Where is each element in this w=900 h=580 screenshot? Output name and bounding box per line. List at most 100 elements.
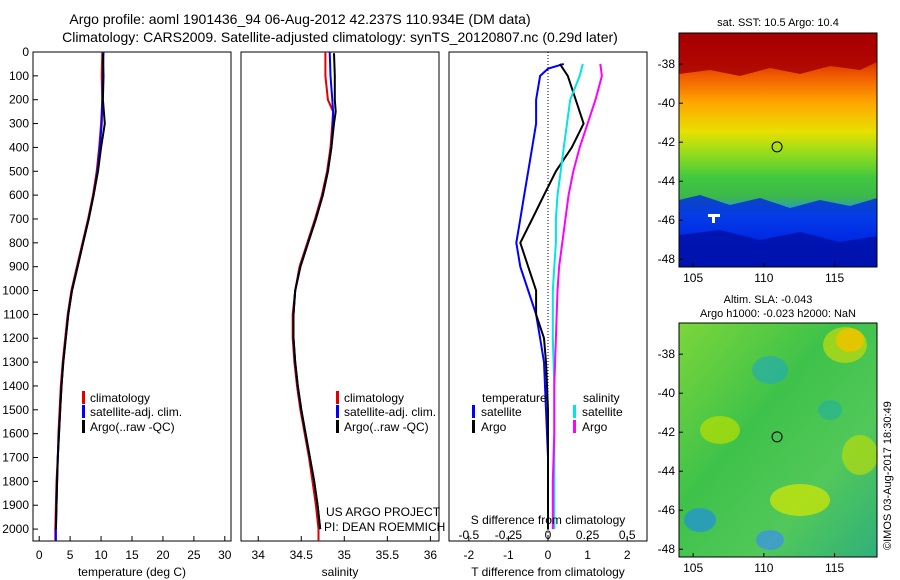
sla-map-panel: Altim. SLA: -0.043 Argo h1000: -0.023 h2… xyxy=(658,294,878,575)
temperature-plot-frame xyxy=(32,51,232,542)
x-tick-label: 34.5 xyxy=(290,548,314,562)
x-tick-label: 36 xyxy=(424,548,438,562)
sla-low-blob xyxy=(752,356,788,384)
series-line-argo-raw-qc- xyxy=(54,53,106,530)
legend-swatch-argo xyxy=(82,420,85,433)
x-tick-label: 0 xyxy=(545,548,552,562)
salinity-profile-panel: 34 34.5 35 35.5 36 salinity climatology sate… xyxy=(240,51,445,579)
x-tick-label: 34 xyxy=(252,548,266,562)
sla-low-blob xyxy=(684,508,716,532)
salinity-plot-frame xyxy=(240,51,440,542)
sla-high-blob xyxy=(823,327,867,363)
legend-swatch-climatology xyxy=(82,391,85,404)
temperature-profile-panel: 0 5 10 15 20 25 30 0 100 200 300 400 500 600 700 800 90… xyxy=(2,45,454,579)
depth-tick-label: 0 xyxy=(22,45,29,59)
x-tick-label: 5 xyxy=(67,548,74,562)
figure-title-line1: Argo profile: aoml 1901436_94 06-Aug-201… xyxy=(69,11,530,27)
legend-satellite: satellite-adj. clim. xyxy=(344,405,436,419)
map-y-tick-label: -38 xyxy=(658,347,676,361)
difference-legend: temperature satellite Argo salinity sate… xyxy=(472,391,623,434)
series-line-argo-raw-qc- xyxy=(292,53,337,530)
s-diff-tick-label: -0.25 xyxy=(495,528,523,542)
map-y-tick-label: -46 xyxy=(658,213,676,227)
sla-low-blob xyxy=(818,400,842,420)
depth-tick-label: 1100 xyxy=(3,307,29,321)
figure-title-line2: Climatology: CARS2009. Satellite-adjuste… xyxy=(62,29,618,45)
depth-tick-label: 1700 xyxy=(2,451,29,465)
salinity-xlabel: salinity xyxy=(322,565,359,579)
imos-credit: ©IMOS 03-Aug-2017 18:30:49 xyxy=(882,401,894,550)
t-difference-xlabel: T difference from climatology xyxy=(471,565,625,579)
depth-tick-label: 600 xyxy=(9,188,29,202)
map-y-tick-label: -42 xyxy=(658,425,676,439)
depth-tick-label: 2000 xyxy=(2,522,29,536)
series-line-s-argo xyxy=(551,63,603,530)
legend-temperature-title: temperature xyxy=(482,391,547,405)
legend-argo: Argo(..raw -QC) xyxy=(344,420,429,434)
legend-satellite: satellite-adj. clim. xyxy=(90,405,182,419)
depth-tick-label: 800 xyxy=(9,236,29,250)
depth-tick-label: 900 xyxy=(9,260,29,274)
x-tick-label: 35.5 xyxy=(376,548,400,562)
legend-swatch-s-satellite xyxy=(573,405,576,418)
depth-tick-label: 700 xyxy=(9,212,29,226)
map-y-tick-label: -48 xyxy=(658,542,676,556)
map-y-tick-label: -48 xyxy=(658,252,676,266)
map-y-tick-label: -46 xyxy=(658,503,676,517)
series-line-t-argo xyxy=(519,63,585,530)
temperature-legend: climatology satellite-adj. clim. Argo(..… xyxy=(82,391,182,434)
map-x-tick-label: 110 xyxy=(754,271,773,285)
depth-tick-label: 200 xyxy=(9,93,29,107)
legend-salinity-title: salinity xyxy=(583,391,620,405)
depth-tick-label: 1800 xyxy=(2,474,29,488)
sst-land-mark xyxy=(712,214,715,223)
sst-map-panel: sat. SST: 10.5 Argo: 10.4 105 110 115 -38 -4… xyxy=(658,17,878,285)
sla-high-blob xyxy=(700,416,740,444)
map-y-tick-label: -44 xyxy=(658,464,676,478)
sst-deep-cold-band xyxy=(679,230,877,267)
legend-climatology: climatology xyxy=(344,391,404,405)
sla-low-blob xyxy=(756,530,784,550)
x-tick-label: 35 xyxy=(338,548,352,562)
sst-map-frame xyxy=(678,32,878,268)
sla-high-blob xyxy=(842,435,878,475)
x-tick-label: 30 xyxy=(218,548,232,562)
legend-swatch-argo xyxy=(336,420,339,433)
map-y-tick-label: -40 xyxy=(658,386,676,400)
map-x-tick-label: 105 xyxy=(683,561,703,575)
legend-argo: Argo(..raw -QC) xyxy=(90,420,175,434)
x-tick-label: 10 xyxy=(94,548,108,562)
depth-tick-label: 1200 xyxy=(2,331,29,345)
map-x-tick-label: 110 xyxy=(754,561,773,575)
depth-tick-label: 1500 xyxy=(2,403,29,417)
salinity-legend: climatology satellite-adj. clim. Argo(..… xyxy=(336,391,436,434)
depth-tick-label: 500 xyxy=(9,164,29,178)
series-line-t-satellite xyxy=(515,62,565,530)
map-y-tick-label: -44 xyxy=(658,174,676,188)
x-tick-label: -2 xyxy=(463,548,474,562)
map-x-tick-label: 115 xyxy=(825,271,844,285)
map-y-tick-label: -38 xyxy=(658,57,676,71)
legend-s-satellite: satellite xyxy=(582,405,623,419)
depth-tick-label: 400 xyxy=(9,140,29,154)
sla-map-title-line2: Argo h1000: -0.023 h2000: NaN xyxy=(700,308,856,320)
map-x-tick-label: 115 xyxy=(825,561,844,575)
depth-tick-label: 1600 xyxy=(2,427,29,441)
s-diff-tick-label: 0 xyxy=(545,528,552,542)
s-difference-label: S difference from climatology xyxy=(471,513,626,527)
s-diff-tick-label: 0.25 xyxy=(576,528,600,542)
legend-swatch-t-argo xyxy=(472,420,475,433)
s-diff-tick-label: 0.5 xyxy=(619,528,636,542)
x-tick-label: 0 xyxy=(36,548,43,562)
sst-map-title: sat. SST: 10.5 Argo: 10.4 xyxy=(717,17,839,29)
temperature-xlabel: temperature (deg C) xyxy=(78,565,186,579)
x-tick-label: 1 xyxy=(584,548,591,562)
depth-tick-label: 1400 xyxy=(2,379,29,393)
project-annotation-line1: US ARGO PROJECT xyxy=(326,505,441,519)
legend-swatch-satellite xyxy=(82,405,85,418)
argo-location-marker xyxy=(771,431,783,443)
argo-location-marker xyxy=(771,141,783,153)
legend-swatch-s-argo xyxy=(573,420,576,433)
difference-profile-panel: -2 -1 0 1 2 S difference from climatology -0… xyxy=(448,51,648,579)
